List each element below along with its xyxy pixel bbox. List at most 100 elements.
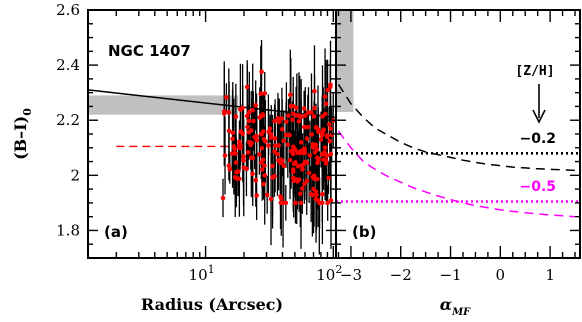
gc-point — [295, 164, 301, 169]
gc-point — [253, 178, 259, 183]
gc-point — [251, 118, 256, 124]
gc-point — [327, 138, 333, 144]
gc-point — [319, 152, 325, 157]
gc-point — [272, 118, 277, 124]
gc-point — [319, 132, 325, 138]
gc-point — [260, 157, 266, 163]
gc-point — [291, 169, 296, 175]
gc-point — [300, 167, 305, 172]
gc-point — [233, 160, 239, 165]
gc-point — [323, 101, 329, 107]
gc-point — [283, 200, 289, 206]
panel-a: 101 102 1.8 2 2.2 2.4 2.6 NGC 1407 (a) Radius… — [11, 1, 342, 314]
gc-point — [281, 163, 287, 169]
gc-point — [296, 177, 302, 182]
gc-point — [287, 132, 292, 138]
gc-point — [283, 132, 289, 138]
gc-point — [304, 178, 310, 184]
gc-point — [315, 160, 320, 166]
gc-point — [302, 113, 308, 118]
gc-point — [263, 139, 268, 144]
x-tick-label-b: −2 — [390, 266, 412, 284]
gc-point — [241, 165, 247, 171]
gc-point — [268, 196, 274, 202]
gc-point — [240, 105, 245, 111]
y-tick-label: 2.4 — [56, 56, 80, 74]
gc-point — [307, 153, 313, 158]
gc-point — [313, 189, 319, 195]
panel-b: −3 −2 −1 0 1 (b) [Z/H] −0.2 −0.5 αMF — [335, 9, 581, 318]
gc-point — [259, 69, 264, 75]
gc-point — [264, 192, 270, 198]
gc-point — [322, 145, 328, 151]
gc-point — [236, 169, 241, 174]
gc-point — [230, 136, 235, 142]
gc-point — [306, 170, 312, 176]
object-label: NGC 1407 — [108, 42, 191, 60]
gc-point — [247, 140, 252, 145]
gc-point — [241, 158, 246, 163]
gc-point — [327, 84, 333, 90]
gc-point — [262, 173, 268, 178]
gc-point — [258, 91, 264, 97]
y-ticks-b — [336, 9, 580, 259]
gc-point — [298, 114, 304, 120]
y-tick-label: 2.2 — [56, 111, 80, 129]
gc-point — [300, 186, 305, 191]
gc-point — [323, 161, 329, 166]
gc-point — [233, 114, 239, 119]
gc-point — [232, 146, 237, 152]
x-tick-label-a: 101 — [189, 263, 215, 284]
gc-point — [309, 132, 315, 137]
gc-point — [294, 113, 300, 118]
down-arrow-icon — [532, 84, 546, 124]
gc-point — [320, 191, 325, 197]
gc-point — [247, 109, 252, 115]
x-tick-label-b: 0 — [496, 266, 506, 284]
gc-point — [315, 126, 321, 132]
x-tick-label-a: 102 — [316, 263, 342, 284]
gc-point — [288, 148, 294, 154]
y-tick-labels: 1.8 2 2.2 2.4 2.6 — [56, 1, 80, 239]
gc-point — [270, 163, 275, 169]
gc-point — [244, 84, 250, 90]
gc-point — [222, 153, 228, 158]
x-tick-labels-b: −3 −2 −1 0 1 — [340, 266, 555, 284]
gc-point — [246, 118, 252, 124]
gc-point — [286, 113, 291, 118]
panel-label-b: (b) — [352, 223, 376, 241]
gc-point — [322, 94, 328, 99]
gc-point — [268, 131, 274, 137]
gc-point — [328, 126, 333, 131]
gc-point — [313, 142, 319, 148]
gc-point — [305, 124, 311, 130]
gc-point — [311, 114, 317, 119]
gc-point — [245, 150, 251, 155]
y-axis-title: (B–I)0 — [11, 108, 34, 160]
gc-point — [292, 147, 298, 152]
gc-point — [259, 167, 265, 172]
gc-point — [309, 110, 314, 115]
x-tick-label-b: −1 — [439, 266, 461, 284]
x-axis-title-a: Radius (Arcsec) — [141, 295, 283, 314]
gc-point — [226, 110, 232, 115]
gc-point — [226, 128, 232, 134]
gc-point — [254, 193, 259, 198]
x-tick-label-b: 1 — [545, 266, 555, 284]
gc-point — [298, 191, 303, 197]
y-tick-label: 2 — [70, 166, 80, 184]
gc-point — [279, 126, 285, 132]
gc-point — [224, 95, 229, 100]
gc-point — [272, 143, 278, 149]
gc-point — [232, 175, 238, 180]
gc-point — [291, 161, 297, 167]
gc-point — [304, 160, 310, 165]
value-label-1: −0.5 — [519, 179, 556, 195]
gc-point — [287, 157, 293, 163]
gc-point — [278, 194, 283, 199]
y-axis-title-sub: 0 — [21, 108, 34, 116]
gc-point — [311, 173, 317, 179]
gc-point — [302, 150, 308, 156]
gc-point — [291, 111, 296, 116]
